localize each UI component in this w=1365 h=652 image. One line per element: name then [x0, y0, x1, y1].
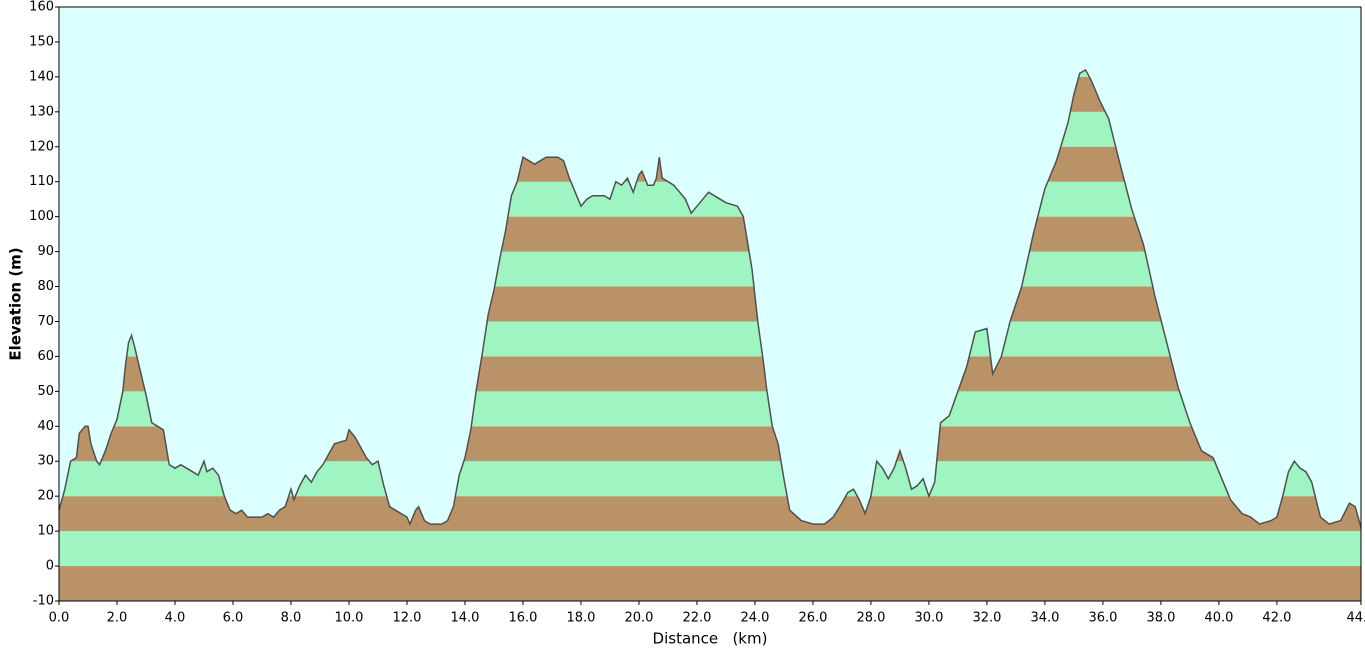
y-tick-label: 120 — [29, 139, 54, 154]
x-tick-label: 10.0 — [335, 611, 364, 626]
x-tick-label: 26.0 — [798, 611, 827, 626]
y-tick-label: 10 — [37, 524, 54, 539]
y-axis-title: Elevation (m) — [7, 247, 25, 360]
x-tick-label: 28.0 — [856, 611, 885, 626]
x-tick-label: 32.0 — [972, 611, 1001, 626]
y-tick-label: 70 — [37, 314, 54, 329]
y-tick-label: 50 — [37, 384, 54, 399]
y-tick-label: 20 — [37, 489, 54, 504]
y-tick-label: 140 — [29, 69, 54, 84]
elevation-band — [59, 566, 1361, 601]
elevation-band — [59, 531, 1361, 567]
x-tick-label: 4.0 — [165, 611, 186, 626]
x-tick-label: 36.0 — [1088, 611, 1117, 626]
x-tick-label: 14.0 — [450, 611, 479, 626]
x-tick-label: 30.0 — [914, 611, 943, 626]
y-tick-label: -10 — [33, 594, 54, 609]
x-tick-label: 34.0 — [1030, 611, 1059, 626]
x-tick-label: 22.0 — [682, 611, 711, 626]
y-tick-label: 30 — [37, 454, 54, 469]
plot-frame — [58, 6, 1362, 602]
x-tick-label: 40.0 — [1204, 611, 1233, 626]
x-tick-label: 16.0 — [508, 611, 537, 626]
y-tick-label: 150 — [29, 34, 54, 49]
x-axis-title: Distance (km) — [653, 630, 768, 648]
x-tick-label: 2.0 — [107, 611, 128, 626]
x-tick-label: 0.0 — [49, 611, 70, 626]
y-tick-label: 80 — [37, 279, 54, 294]
x-tick-label: 6.0 — [223, 611, 244, 626]
y-tick-label: 60 — [37, 349, 54, 364]
x-tick-label: 24.0 — [740, 611, 769, 626]
x-tick-label: 44.9 — [1347, 611, 1365, 626]
y-tick-label: 110 — [29, 174, 54, 189]
y-tick-label: 100 — [29, 209, 54, 224]
x-tick-label: 42.0 — [1262, 611, 1291, 626]
x-tick-label: 8.0 — [281, 611, 302, 626]
x-tick-label: 12.0 — [392, 611, 421, 626]
elevation-line — [58, 68, 1362, 528]
y-tick-label: 160 — [29, 0, 54, 15]
y-tick-label: 40 — [37, 419, 54, 434]
x-tick-label: 18.0 — [566, 611, 595, 626]
x-tick-label: 38.0 — [1146, 611, 1175, 626]
x-tick-label: 20.0 — [624, 611, 653, 626]
y-tick-label: 130 — [29, 104, 54, 119]
y-tick-label: 0 — [46, 559, 54, 574]
y-tick-label: 90 — [37, 244, 54, 259]
